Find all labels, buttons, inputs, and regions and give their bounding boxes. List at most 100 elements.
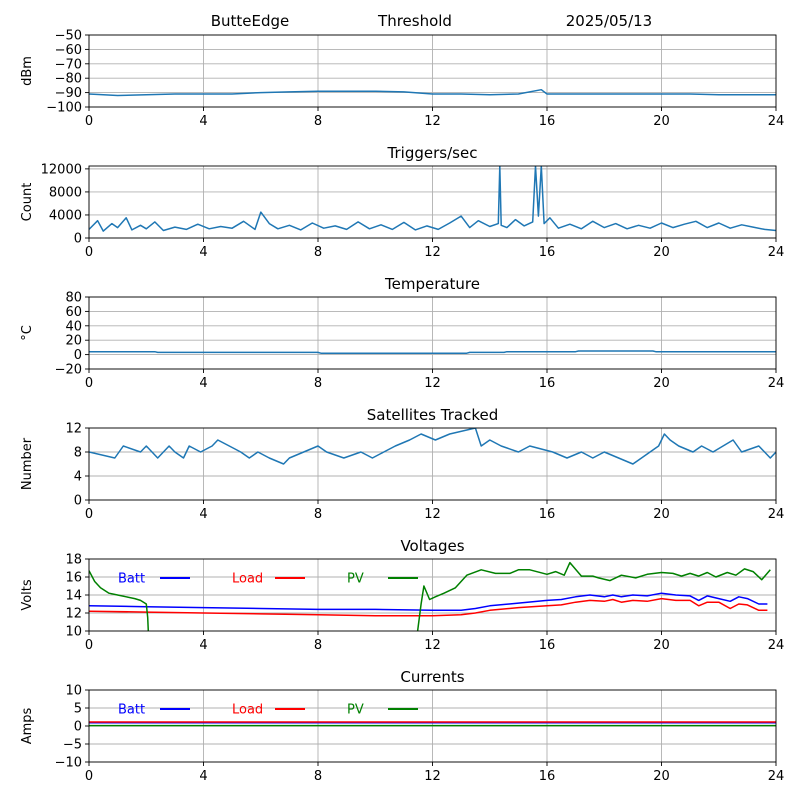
x-tick-label: 24 [768, 507, 785, 522]
x-tick-label: 16 [539, 376, 556, 391]
x-tick-label: 16 [539, 114, 556, 129]
x-tick-label: 8 [314, 507, 322, 522]
series-line-load [89, 597, 768, 617]
y-tick-label: −50 [55, 29, 82, 44]
y-tick-label: 8000 [49, 185, 82, 200]
x-tick-label: 16 [539, 507, 556, 522]
series-group [89, 88, 776, 97]
chart-panel-2: 0 4 8 12 16 20 24 0 4000 8000 12000 Triggers/sec Cou… [20, 144, 784, 260]
y-tick-label: 8 [74, 446, 82, 461]
y-axis-label: Amps [20, 707, 35, 744]
series-line [89, 428, 776, 465]
x-tick-label: 8 [314, 638, 322, 653]
y-tick-label: 20 [65, 334, 82, 349]
x-tick-label: 12 [424, 769, 441, 784]
y-tick-label: 12 [65, 607, 82, 622]
y-tick-label: −20 [55, 363, 82, 378]
series-group [89, 166, 776, 232]
x-tick-label: 20 [653, 769, 670, 784]
x-tick-label: 4 [199, 245, 207, 260]
x-tick-label: 24 [768, 769, 785, 784]
series-group [89, 561, 771, 631]
y-tick-label: 14 [65, 589, 82, 604]
y-tick-label: 12000 [41, 162, 82, 177]
y-tick-label: 0 [74, 232, 82, 247]
grid [88, 296, 777, 370]
chart-panel-6: 0 4 8 12 16 20 24 −10 −5 0 5 10 Currents Amps Batt Load… [20, 668, 784, 784]
y-tick-label: 0 [74, 494, 82, 509]
legend-label-batt: Batt [118, 572, 145, 587]
x-tick-label: 8 [314, 114, 322, 129]
x-tick-label: 12 [424, 507, 441, 522]
chart-title: Voltages [400, 537, 464, 555]
x-tick-label: 20 [653, 507, 670, 522]
y-axis-label: Volts [20, 579, 35, 611]
x-tick-label: 0 [85, 245, 93, 260]
chart-panel-4: 0 4 8 12 16 20 24 0 4 8 12 Satellites Tracked Number [20, 406, 784, 522]
y-tick-label: 18 [65, 553, 82, 568]
legend-label-load: Load [232, 572, 263, 587]
chart-title: Satellites Tracked [367, 406, 498, 424]
x-tick-label: 8 [314, 245, 322, 260]
x-tick-label: 16 [539, 245, 556, 260]
x-tick-label: 0 [85, 638, 93, 653]
series-line [89, 166, 776, 232]
x-tick-label: 12 [424, 245, 441, 260]
y-axis-label: Number [20, 437, 35, 490]
x-tick-label: 0 [85, 769, 93, 784]
header-mode: Threshold [377, 12, 452, 30]
y-tick-label: 40 [65, 319, 82, 334]
x-tick-label: 4 [199, 376, 207, 391]
x-tick-label: 24 [768, 376, 785, 391]
y-tick-label: 16 [65, 571, 82, 586]
series-line-pv [89, 561, 771, 631]
y-tick-label: 60 [65, 305, 82, 320]
y-tick-label: −90 [55, 86, 82, 101]
y-tick-label: −60 [55, 43, 82, 58]
legend: Batt Load PV [118, 703, 418, 718]
series-group [89, 428, 776, 465]
x-tick-label: 12 [424, 376, 441, 391]
chart-panel-5: 0 4 8 12 16 20 24 10 12 14 16 18 Voltages Volts Batt Lo… [20, 537, 784, 653]
y-tick-label: 4000 [49, 208, 82, 223]
y-tick-label: −10 [55, 756, 82, 771]
y-tick-label: −100 [46, 101, 82, 116]
series-group [89, 350, 776, 354]
x-tick-label: 20 [653, 114, 670, 129]
header-station: ButteEdge [211, 12, 290, 30]
y-tick-label: 0 [74, 348, 82, 363]
y-tick-label: 4 [74, 470, 82, 485]
x-tick-label: 4 [199, 114, 207, 129]
figure-header: ButteEdge Threshold 2025/05/13 [211, 12, 653, 30]
legend: Batt Load PV [118, 572, 418, 587]
x-tick-label: 4 [199, 769, 207, 784]
x-tick-label: 20 [653, 638, 670, 653]
x-tick-label: 8 [314, 769, 322, 784]
chart-title: Currents [400, 668, 464, 686]
y-axis-label: Count [20, 183, 35, 222]
legend-label-pv: PV [347, 703, 364, 718]
x-tick-label: 16 [539, 638, 556, 653]
x-tick-label: 8 [314, 376, 322, 391]
y-tick-label: 12 [65, 422, 82, 437]
y-tick-label: −80 [55, 72, 82, 87]
x-tick-label: 0 [85, 376, 93, 391]
x-tick-label: 16 [539, 769, 556, 784]
series-line [89, 350, 776, 354]
x-tick-label: 24 [768, 114, 785, 129]
x-tick-label: 12 [424, 114, 441, 129]
y-tick-label: 10 [65, 684, 82, 699]
y-tick-label: 5 [74, 702, 82, 717]
x-tick-label: 20 [653, 245, 670, 260]
chart-title: Triggers/sec [387, 144, 478, 162]
y-tick-label: 80 [65, 291, 82, 306]
x-tick-label: 12 [424, 638, 441, 653]
legend-label-pv: PV [347, 572, 364, 587]
y-tick-label: −5 [63, 738, 82, 753]
y-axis-label: dBm [20, 56, 35, 86]
y-tick-label: 0 [74, 720, 82, 735]
x-tick-label: 24 [768, 638, 785, 653]
